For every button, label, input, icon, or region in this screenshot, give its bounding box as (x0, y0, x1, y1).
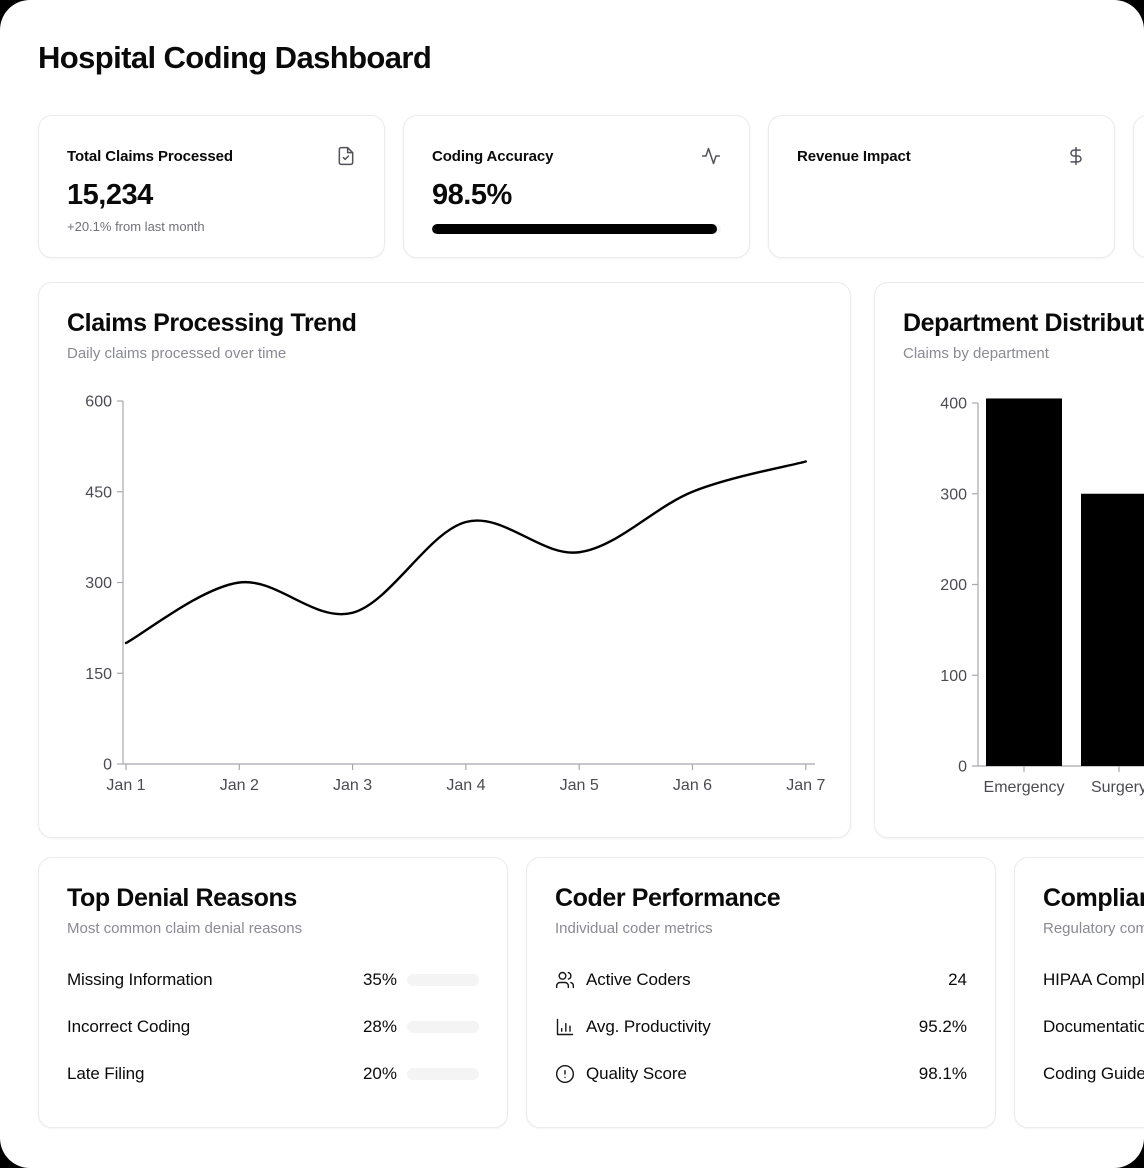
stat-label: Total Claims Processed (67, 147, 233, 165)
accuracy-progress-track (432, 224, 721, 234)
users-icon (555, 971, 575, 989)
card-subtitle: Regulatory compliance (1043, 920, 1144, 937)
svg-text:0: 0 (958, 759, 967, 776)
card-title: Compliance (1043, 884, 1144, 912)
top-denial-reasons-card: Top Denial Reasons Most common claim den… (38, 857, 508, 1128)
svg-text:200: 200 (940, 577, 967, 594)
coder-row-quality-score: Quality Score 98.1% (555, 1063, 967, 1085)
card-title: Top Denial Reasons (67, 884, 297, 912)
compliance-card: Compliance Regulatory compliance HIPAA C… (1014, 857, 1144, 1128)
denial-list: Missing Information 35% Incorrect Coding… (67, 969, 479, 1085)
metric-value: 24 (948, 970, 967, 989)
svg-text:0: 0 (103, 757, 112, 774)
compliance-list: HIPAA Compliance Documentation Coding Gu… (1043, 969, 1144, 1085)
denial-pct: 35% (362, 970, 397, 989)
svg-text:Jan 2: Jan 2 (220, 777, 259, 794)
denial-label: Late Filing (67, 1064, 145, 1083)
accuracy-progress-fill (432, 224, 717, 234)
coder-row-active-coders: Active Coders 24 (555, 969, 967, 991)
stat-card-revenue-impact: Revenue Impact (768, 115, 1115, 258)
coder-metrics-list: Active Coders 24 Avg. Productivity 95.2%… (555, 969, 967, 1085)
coder-row-avg-productivity: Avg. Productivity 95.2% (555, 1016, 967, 1038)
stat-card-coding-accuracy: Coding Accuracy 98.5% (403, 115, 750, 258)
svg-text:Surgery: Surgery (1091, 779, 1144, 796)
svg-text:300: 300 (85, 575, 112, 592)
svg-text:400: 400 (940, 396, 967, 413)
card-subtitle: Daily claims processed over time (67, 345, 287, 362)
stat-label: Coding Accuracy (432, 147, 554, 165)
svg-text:Jan 6: Jan 6 (673, 777, 712, 794)
stat-label: Revenue Impact (797, 147, 911, 165)
svg-text:Jan 1: Jan 1 (106, 777, 145, 794)
denial-progress-track (407, 1068, 479, 1080)
metric-value: 95.2% (918, 1017, 967, 1036)
stat-card-total-claims: Total Claims Processed 15,234 +20.1% fro… (38, 115, 385, 258)
denial-progress-track (407, 974, 479, 986)
card-title: Coder Performance (555, 884, 781, 912)
denial-pct: 20% (362, 1064, 397, 1083)
stat-change: +20.1% from last month (67, 219, 205, 234)
compliance-row-documentation: Documentation (1043, 1016, 1144, 1038)
card-subtitle: Most common claim denial reasons (67, 920, 303, 937)
compliance-row-hipaa: HIPAA Compliance (1043, 969, 1144, 991)
svg-text:Jan 7: Jan 7 (786, 777, 825, 794)
denial-label: Incorrect Coding (67, 1017, 191, 1036)
department-distribution-card: Department Distribution Claims by depart… (874, 282, 1144, 838)
denial-row-late-filing: Late Filing 20% (67, 1063, 479, 1085)
denial-label: Missing Information (67, 970, 213, 989)
svg-text:100: 100 (940, 668, 967, 685)
svg-text:300: 300 (940, 486, 967, 503)
svg-text:Jan 5: Jan 5 (560, 777, 599, 794)
stat-head: Revenue Impact (797, 146, 1086, 166)
card-subtitle: Claims by department (903, 345, 1049, 362)
stat-value: 98.5% (432, 179, 512, 211)
metric-label: Active Coders (586, 970, 691, 989)
card-title: Claims Processing Trend (67, 309, 357, 337)
bar-chart-icon (556, 1018, 574, 1036)
compliance-label: Documentation (1043, 1017, 1144, 1036)
svg-text:600: 600 (85, 394, 112, 411)
svg-text:150: 150 (85, 666, 112, 683)
stat-head: Total Claims Processed (67, 146, 356, 166)
svg-text:Emergency: Emergency (984, 779, 1065, 796)
coder-performance-card: Coder Performance Individual coder metri… (526, 857, 996, 1128)
denial-pct: 28% (362, 1017, 397, 1036)
svg-text:Jan 4: Jan 4 (446, 777, 485, 794)
card-title: Department Distribution (903, 309, 1144, 337)
svg-text:Jan 3: Jan 3 (333, 777, 372, 794)
dollar-icon (1070, 146, 1082, 166)
metric-value: 98.1% (918, 1064, 967, 1083)
stats-row: Total Claims Processed 15,234 +20.1% fro… (38, 115, 1144, 258)
denial-progress-track (407, 1021, 479, 1033)
department-bar-chart[interactable]: 0 100 200 300 400 Emergency Surgery (903, 386, 1144, 798)
compliance-label: HIPAA Compliance (1043, 970, 1144, 989)
compliance-row-coding-guidelines: Coding Guidelines (1043, 1063, 1144, 1085)
svg-text:450: 450 (85, 484, 112, 501)
compliance-label: Coding Guidelines (1043, 1064, 1144, 1083)
activity-icon (701, 147, 721, 165)
card-subtitle: Individual coder metrics (555, 920, 713, 937)
metric-label: Avg. Productivity (586, 1017, 711, 1036)
claims-trend-line-chart[interactable]: 0 150 300 450 600 Jan 1 Jan 2 Jan 3 Jan 4 Jan 5 Ja… (67, 386, 825, 798)
denial-row-incorrect-coding: Incorrect Coding 28% (67, 1016, 479, 1038)
page-title: Hospital Coding Dashboard (38, 40, 432, 75)
metric-label: Quality Score (586, 1064, 687, 1083)
alert-circle-icon (555, 1064, 575, 1084)
file-check-icon (338, 146, 354, 166)
denial-row-missing-information: Missing Information 35% (67, 969, 479, 991)
stat-value: 15,234 (67, 179, 153, 211)
stat-head: Coding Accuracy (432, 146, 721, 166)
stat-card-4-clipped (1133, 115, 1144, 258)
claims-trend-card: Claims Processing Trend Daily claims pro… (38, 282, 851, 838)
